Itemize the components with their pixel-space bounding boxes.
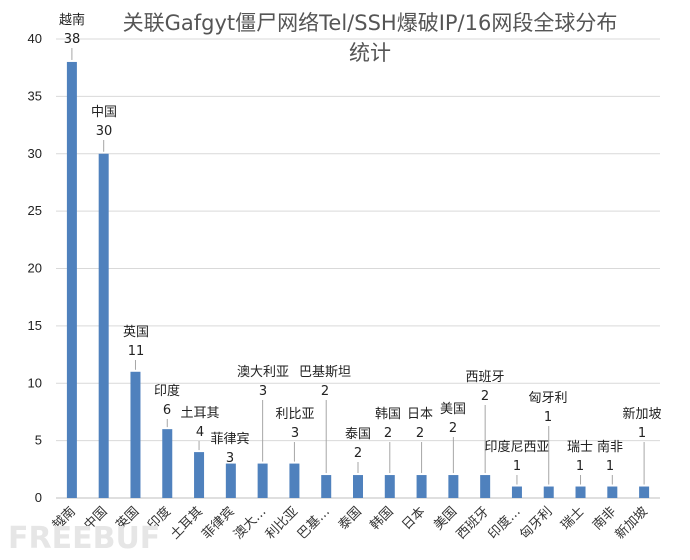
- data-label-value: 2: [481, 389, 489, 404]
- bar: [607, 486, 618, 498]
- grid-lines: 0 5 10 15 20 25 30 35 40: [28, 31, 660, 505]
- x-tick-label: 泰国: [336, 504, 365, 533]
- data-label-name: 韩国: [375, 407, 401, 422]
- data-label-value: 1: [606, 459, 614, 474]
- bar: [162, 429, 173, 498]
- data-label-value: 3: [259, 384, 267, 399]
- bar: [225, 463, 236, 498]
- y-tick-label: 0: [35, 490, 42, 505]
- data-label-value: 3: [226, 451, 234, 466]
- bars: [66, 61, 650, 498]
- data-label-value: 6: [163, 403, 171, 418]
- x-tick-label: 利比亚: [263, 504, 301, 542]
- data-label-name: 利比亚: [275, 407, 314, 422]
- data-label-name: 泰国: [345, 427, 371, 442]
- y-tick-label: 35: [28, 88, 42, 103]
- x-tick-label: 瑞士: [558, 504, 587, 533]
- data-label-value: 3: [291, 426, 299, 441]
- data-label-name: 巴基斯坦: [299, 365, 351, 380]
- data-label-value: 2: [384, 426, 392, 441]
- data-label-value: 1: [638, 426, 646, 441]
- data-label-name: 越南: [59, 12, 85, 28]
- data-label-name: 日本: [407, 407, 433, 422]
- bar: [639, 486, 650, 498]
- data-label-name: 中国: [91, 105, 117, 120]
- data-label-name: 西班牙: [465, 370, 504, 385]
- bar: [130, 371, 141, 498]
- data-label-value: 11: [128, 344, 145, 359]
- bar: [321, 475, 332, 498]
- data-label-value: 2: [354, 446, 362, 461]
- y-tick-label: 5: [35, 433, 42, 448]
- bar: [98, 153, 109, 498]
- x-tick-label: 土耳其: [168, 504, 206, 542]
- data-label-name: 印度尼西亚: [484, 439, 549, 455]
- bar: [194, 452, 205, 498]
- y-tick-label: 30: [28, 146, 42, 161]
- y-tick-label: 25: [28, 203, 42, 218]
- data-label-name: 南非: [597, 439, 623, 455]
- data-label-value: 2: [449, 421, 457, 436]
- chart-title-line2: 统计: [349, 41, 391, 65]
- data-label-value: 1: [513, 459, 521, 474]
- bar: [257, 463, 268, 498]
- x-tick-label: 新加坡: [612, 504, 651, 543]
- bar: [480, 475, 491, 498]
- y-tick-label: 10: [28, 375, 42, 390]
- bar: [416, 475, 427, 498]
- data-label-value: 2: [416, 426, 424, 441]
- x-tick-label: 匈牙利: [517, 504, 555, 542]
- data-label-name: 英国: [123, 325, 149, 340]
- y-tick-label: 20: [28, 261, 42, 276]
- data-label-value: 1: [544, 410, 552, 425]
- bar: [543, 486, 554, 498]
- y-tick-label: 40: [28, 31, 42, 46]
- x-tick-label: 日本: [399, 504, 428, 533]
- bar: [511, 486, 522, 498]
- data-label-name: 瑞士: [567, 440, 593, 455]
- data-label-value: 38: [64, 32, 81, 47]
- watermark-logo: FREEBUF: [8, 521, 160, 556]
- x-tick-label: 韩国: [368, 504, 397, 533]
- data-label-value: 1: [576, 459, 584, 474]
- data-label-name: 澳大利亚: [237, 364, 289, 380]
- chart-title-line1: 关联Gafgyt僵尸网络Tel/SSH爆破IP/16网段全球分布: [123, 11, 618, 35]
- x-tick-label: 印度…: [485, 504, 524, 543]
- bar: [575, 486, 586, 498]
- data-label-value: 4: [196, 425, 204, 440]
- data-label-name: 匈牙利: [528, 391, 567, 406]
- x-tick-label: 巴基…: [295, 504, 333, 542]
- data-label-name: 新加坡: [622, 406, 661, 422]
- data-label-value: 30: [96, 124, 113, 139]
- x-tick-label: 澳大…: [231, 504, 270, 543]
- bar: [448, 475, 459, 498]
- bar: [353, 475, 363, 498]
- data-label-name: 菲律宾: [210, 431, 249, 447]
- data-label-name: 美国: [440, 402, 466, 417]
- y-tick-label: 15: [28, 318, 42, 333]
- x-tick-label: 西班牙: [454, 504, 492, 542]
- bar: [384, 475, 395, 498]
- data-label-value: 2: [321, 384, 329, 399]
- data-label-name: 印度: [154, 383, 180, 399]
- x-tick-label: 菲律宾: [199, 504, 238, 543]
- data-label-name: 土耳其: [180, 406, 219, 421]
- bar: [289, 463, 300, 498]
- bar: [66, 61, 77, 498]
